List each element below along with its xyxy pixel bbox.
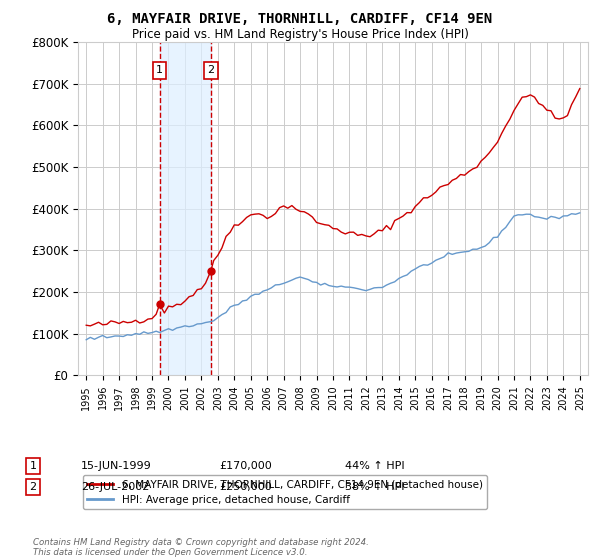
Text: Price paid vs. HM Land Registry's House Price Index (HPI): Price paid vs. HM Land Registry's House … [131,28,469,41]
Text: 1: 1 [29,461,37,471]
Legend: 6, MAYFAIR DRIVE, THORNHILL, CARDIFF, CF14 9EN (detached house), HPI: Average pr: 6, MAYFAIR DRIVE, THORNHILL, CARDIFF, CF… [83,475,487,509]
Text: 15-JUN-1999: 15-JUN-1999 [81,461,152,471]
Text: 2: 2 [29,482,37,492]
Text: 26-JUL-2002: 26-JUL-2002 [81,482,149,492]
Text: 2: 2 [207,66,214,76]
Text: 6, MAYFAIR DRIVE, THORNHILL, CARDIFF, CF14 9EN: 6, MAYFAIR DRIVE, THORNHILL, CARDIFF, CF… [107,12,493,26]
Bar [160,42,211,375]
Text: Contains HM Land Registry data © Crown copyright and database right 2024.
This d: Contains HM Land Registry data © Crown c… [33,538,369,557]
Text: £250,000: £250,000 [219,482,272,492]
Text: 44% ↑ HPI: 44% ↑ HPI [345,461,404,471]
Text: 1: 1 [156,66,163,76]
Text: 38% ↑ HPI: 38% ↑ HPI [345,482,404,492]
Text: £170,000: £170,000 [219,461,272,471]
